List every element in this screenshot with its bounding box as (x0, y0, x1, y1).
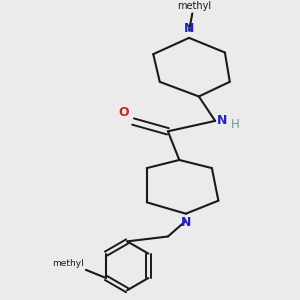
Text: N: N (184, 22, 194, 35)
Text: N: N (181, 216, 191, 229)
Text: O: O (118, 106, 129, 119)
Text: methyl: methyl (177, 1, 211, 11)
Text: H: H (231, 118, 239, 131)
Text: N: N (217, 114, 227, 127)
Text: methyl: methyl (52, 259, 84, 268)
